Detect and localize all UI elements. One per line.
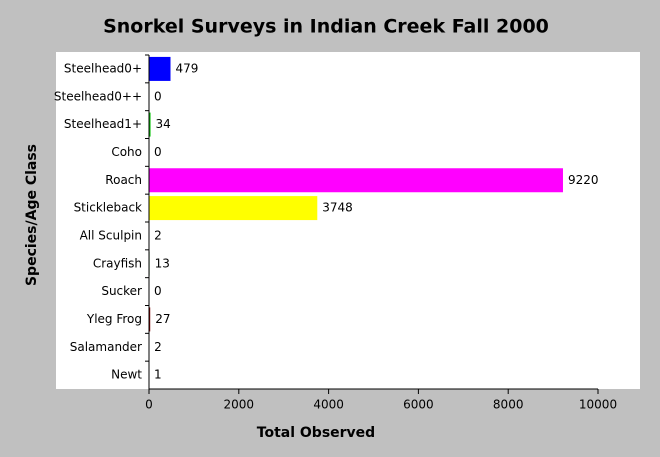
- bar: [149, 56, 171, 81]
- chart-title: Snorkel Surveys in Indian Creek Fall 200…: [103, 16, 549, 38]
- data-label: 2: [154, 340, 162, 354]
- bar: [149, 307, 151, 332]
- x-axis-title: Total Observed: [257, 425, 375, 441]
- data-label: 2: [154, 228, 162, 242]
- data-label: 9220: [568, 173, 599, 187]
- y-tick-label: Yleg Frog: [86, 312, 142, 326]
- y-tick-label: Stickleback: [74, 201, 142, 215]
- bar: [149, 112, 151, 137]
- y-tick-label: Roach: [105, 173, 142, 187]
- y-tick-label: Crayfish: [93, 256, 142, 270]
- y-tick-label: Steelhead1+: [64, 117, 142, 131]
- x-tick-label: 2000: [224, 398, 255, 412]
- data-label: 27: [155, 312, 170, 326]
- data-label: 3748: [322, 201, 353, 215]
- data-label: 1: [154, 368, 162, 382]
- y-tick-label: Coho: [111, 145, 142, 159]
- x-tick-label: 10000: [579, 398, 617, 412]
- bar: [149, 168, 563, 193]
- x-tick-label: 8000: [493, 398, 524, 412]
- y-tick-label: Newt: [111, 368, 142, 382]
- data-label: 0: [154, 145, 162, 159]
- data-label: 0: [154, 89, 162, 103]
- bar: [149, 196, 318, 221]
- y-tick-label: Steelhead0++: [54, 89, 142, 103]
- plot-area: [56, 52, 640, 389]
- x-tick-label: 4000: [313, 398, 344, 412]
- y-tick-label: Salamander: [70, 340, 142, 354]
- data-label: 479: [176, 61, 199, 75]
- y-tick-label: Sucker: [101, 284, 142, 298]
- data-label: 13: [155, 256, 170, 270]
- y-tick-label: Steelhead0+: [64, 61, 142, 75]
- y-tick-label: All Sculpin: [80, 228, 142, 242]
- x-tick-label: 0: [145, 398, 153, 412]
- y-axis-title: Species/Age Class: [24, 144, 40, 286]
- data-label: 0: [154, 284, 162, 298]
- data-label: 34: [156, 117, 171, 131]
- x-tick-label: 6000: [403, 398, 434, 412]
